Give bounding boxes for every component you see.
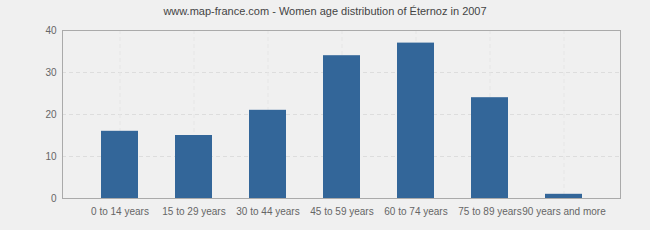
svg-text:30: 30 — [45, 67, 57, 78]
svg-text:10: 10 — [45, 151, 57, 162]
svg-text:45 to 59 years: 45 to 59 years — [310, 206, 373, 217]
svg-text:60 to 74 years: 60 to 74 years — [384, 206, 447, 217]
svg-text:15 to 29 years: 15 to 29 years — [162, 206, 225, 217]
html-text:www.map-france.com - Women age: www.map-france.com - Women age distribut… — [163, 5, 487, 17]
svg-text:90 years and more: 90 years and more — [522, 206, 606, 217]
svg-text:75 to 89 years: 75 to 89 years — [458, 206, 521, 217]
svg-text:40: 40 — [45, 25, 57, 36]
svg-text:20: 20 — [45, 109, 57, 120]
svg-text:30 to 44 years: 30 to 44 years — [236, 206, 299, 217]
svg-text:0: 0 — [51, 193, 57, 204]
svg-text:0 to 14 years: 0 to 14 years — [91, 206, 149, 217]
